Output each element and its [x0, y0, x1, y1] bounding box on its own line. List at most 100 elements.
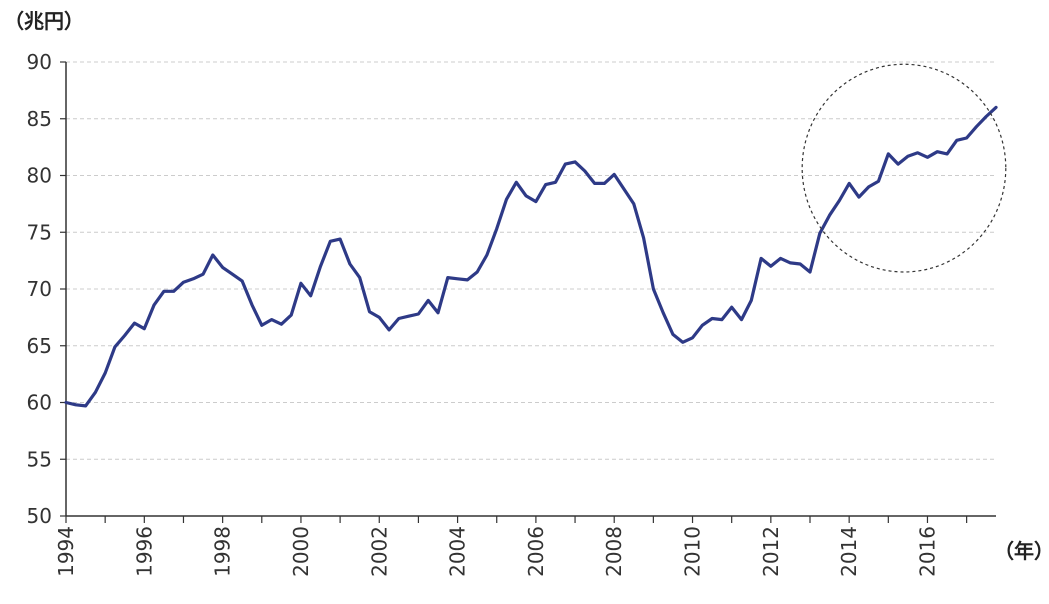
- data-point: [280, 323, 283, 326]
- data-point: [309, 294, 312, 297]
- data-point: [720, 318, 724, 321]
- y-tick-label: 90: [27, 50, 52, 74]
- y-tick-label: 50: [27, 504, 52, 528]
- data-point: [495, 227, 498, 230]
- y-tick-label: 75: [27, 220, 52, 244]
- data-point: [926, 156, 929, 159]
- x-tick-label: 1996: [132, 526, 156, 577]
- data-point: [417, 312, 420, 316]
- data-point: [172, 290, 175, 293]
- data-point: [877, 180, 880, 183]
- x-tick-label: 1994: [54, 526, 78, 577]
- data-point: [701, 324, 704, 327]
- data-point: [945, 152, 949, 156]
- data-point: [133, 321, 136, 325]
- data-point: [613, 173, 616, 176]
- data-point: [387, 328, 391, 332]
- x-tick-label: 2016: [915, 526, 939, 577]
- data-point: [201, 273, 205, 276]
- data-point: [750, 299, 753, 302]
- data-point: [936, 150, 939, 153]
- data-point: [730, 306, 733, 309]
- y-axis-ticks: 50 55 60 65 70 75 80 85 90: [27, 50, 66, 528]
- data-point: [652, 287, 655, 291]
- data-point: [828, 214, 831, 217]
- y-tick-label: 70: [27, 277, 52, 301]
- data-point: [593, 182, 596, 185]
- x-tick-label: 2004: [446, 526, 470, 577]
- data-point: [710, 317, 714, 320]
- data-point: [94, 391, 97, 394]
- data-point: [671, 333, 675, 336]
- data-point: [916, 151, 919, 154]
- x-tick-label: 2006: [524, 526, 548, 577]
- series-layer: [64, 105, 998, 408]
- x-tick-label: 2002: [367, 526, 391, 577]
- data-point: [436, 311, 440, 314]
- data-point: [534, 200, 538, 203]
- data-point: [348, 262, 352, 266]
- data-point: [808, 270, 812, 274]
- x-tick-label: 2008: [602, 526, 626, 577]
- data-point: [358, 276, 361, 279]
- data-point: [691, 336, 694, 339]
- x-tick-label: 1998: [211, 526, 235, 577]
- data-point: [955, 139, 958, 142]
- data-point: [779, 257, 782, 260]
- data-point: [485, 253, 489, 257]
- data-point: [838, 199, 841, 202]
- grid-lines: [66, 61, 996, 460]
- highlight-ellipse: [801, 63, 1007, 273]
- data-point: [64, 401, 68, 404]
- data-point: [162, 290, 166, 293]
- data-point: [818, 232, 821, 235]
- data-point: [260, 324, 263, 327]
- data-point: [338, 237, 342, 241]
- data-point: [985, 115, 988, 118]
- data-point: [231, 273, 234, 276]
- x-tick-label: 2010: [681, 526, 705, 577]
- data-point: [583, 169, 586, 173]
- data-point: [299, 282, 303, 285]
- x-tick-label: 2012: [759, 526, 783, 577]
- data-point: [975, 125, 978, 128]
- data-point: [466, 278, 469, 282]
- data-point: [427, 299, 430, 302]
- series-line: [64, 105, 998, 408]
- data-point: [456, 277, 459, 280]
- data-point: [378, 316, 381, 319]
- data-point: [250, 303, 254, 307]
- data-point: [564, 162, 567, 166]
- y-tick-label: 65: [27, 334, 52, 358]
- data-point: [143, 327, 146, 330]
- data-point: [524, 194, 528, 198]
- data-point: [505, 198, 508, 201]
- data-point: [857, 195, 861, 199]
- data-point: [632, 202, 635, 206]
- data-point: [515, 181, 518, 184]
- data-point: [896, 162, 900, 166]
- x-tick-label: 2014: [837, 526, 861, 577]
- data-point: [544, 183, 547, 186]
- data-point: [603, 182, 606, 185]
- data-point: [799, 262, 802, 266]
- data-point: [573, 160, 577, 164]
- data-point: [290, 313, 293, 317]
- data-point: [965, 136, 968, 140]
- data-point: [192, 277, 195, 280]
- data-point: [446, 276, 449, 279]
- data-point: [642, 236, 645, 240]
- data-point: [681, 341, 684, 344]
- x-axis-ticks: 1994 1996 1998 2000 2002 2004 2006 2008 2010 2012…: [54, 516, 968, 577]
- data-point: [182, 281, 185, 284]
- data-point: [74, 403, 78, 406]
- data-point: [759, 257, 763, 260]
- data-point: [368, 310, 371, 313]
- y-tick-label: 85: [27, 107, 52, 131]
- data-point: [397, 317, 400, 320]
- data-point: [622, 187, 626, 191]
- data-point: [769, 265, 772, 268]
- data-point: [104, 371, 107, 375]
- x-tick-label: 2000: [289, 526, 313, 577]
